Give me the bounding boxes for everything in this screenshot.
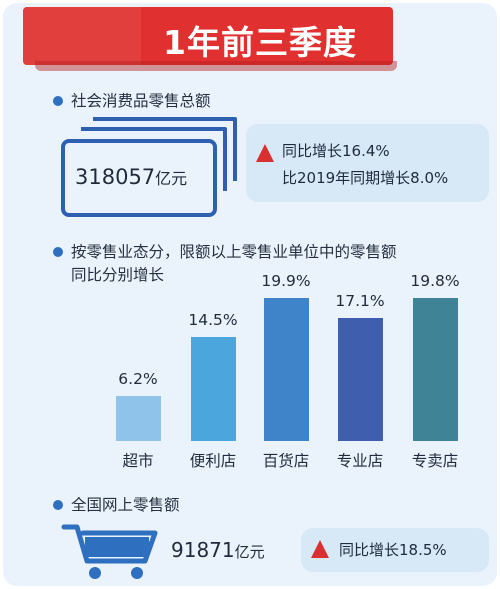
retail-total-label: 社会消费品零售总额 — [71, 92, 211, 110]
header-tab-decoration — [23, 7, 141, 65]
retail-formats-label-2: 同比分别增长 — [71, 266, 165, 284]
up-arrow-icon — [311, 540, 329, 558]
bar-value-label: 17.1% — [335, 291, 385, 310]
bar-value-label: 6.2% — [118, 370, 158, 389]
bar-4 — [337, 317, 383, 441]
infographic-card: 1年前三季度 社会消费品零售总额 318057亿元 同比增长16.4% 比201… — [3, 3, 497, 586]
online-retail-value: 91871亿元 — [171, 538, 265, 562]
shopping-cart-icon — [61, 524, 158, 579]
growth-vs-2019: 比2019年同期增长8.0% — [282, 169, 449, 187]
bar-category-label: 专卖店 — [411, 452, 459, 470]
bar-value-label: 14.5% — [188, 310, 238, 329]
online-growth-yoy: 同比增长18.5% — [339, 541, 447, 559]
banknote-stack-icon — [61, 117, 237, 217]
bar-2 — [190, 336, 236, 441]
bullet-dot — [53, 247, 63, 257]
header-shadow — [35, 61, 397, 71]
bullet-dot — [53, 96, 63, 106]
bar-3 — [263, 297, 309, 441]
retail-formats-label-1: 按零售业态分，限额以上零售业单位中的零售额 — [71, 243, 397, 261]
banknote-stack: 318057亿元 — [53, 115, 243, 225]
retail-total-number: 318057 — [75, 165, 156, 189]
bar-value-label: 19.9% — [261, 271, 311, 290]
bar-5 — [412, 298, 458, 441]
online-retail-unit: 亿元 — [234, 543, 265, 561]
online-retail-label: 全国网上零售额 — [71, 496, 180, 514]
bullet-dot — [53, 500, 63, 510]
up-arrow-icon — [256, 144, 274, 162]
retail-total-unit: 亿元 — [155, 169, 188, 188]
bar-1 — [115, 396, 161, 441]
bar-value-label: 19.8% — [410, 272, 460, 291]
online-growth-box: 同比增长18.5% — [301, 528, 489, 572]
retail-total-value: 318057亿元 — [75, 165, 187, 189]
bar-category-label: 专业店 — [336, 452, 384, 470]
bar-category-label: 百货店 — [262, 452, 310, 470]
page-title: 1年前三季度 — [163, 23, 357, 62]
bar-category-label: 超市 — [122, 452, 154, 470]
online-retail-number: 91871 — [171, 538, 235, 562]
header-banner: 1年前三季度 — [23, 7, 393, 65]
bar-category-label: 便利店 — [189, 452, 237, 470]
growth-yoy: 同比增长16.4% — [282, 142, 390, 160]
retail-growth-box: 同比增长16.4% 比2019年同期增长8.0% — [246, 124, 489, 202]
